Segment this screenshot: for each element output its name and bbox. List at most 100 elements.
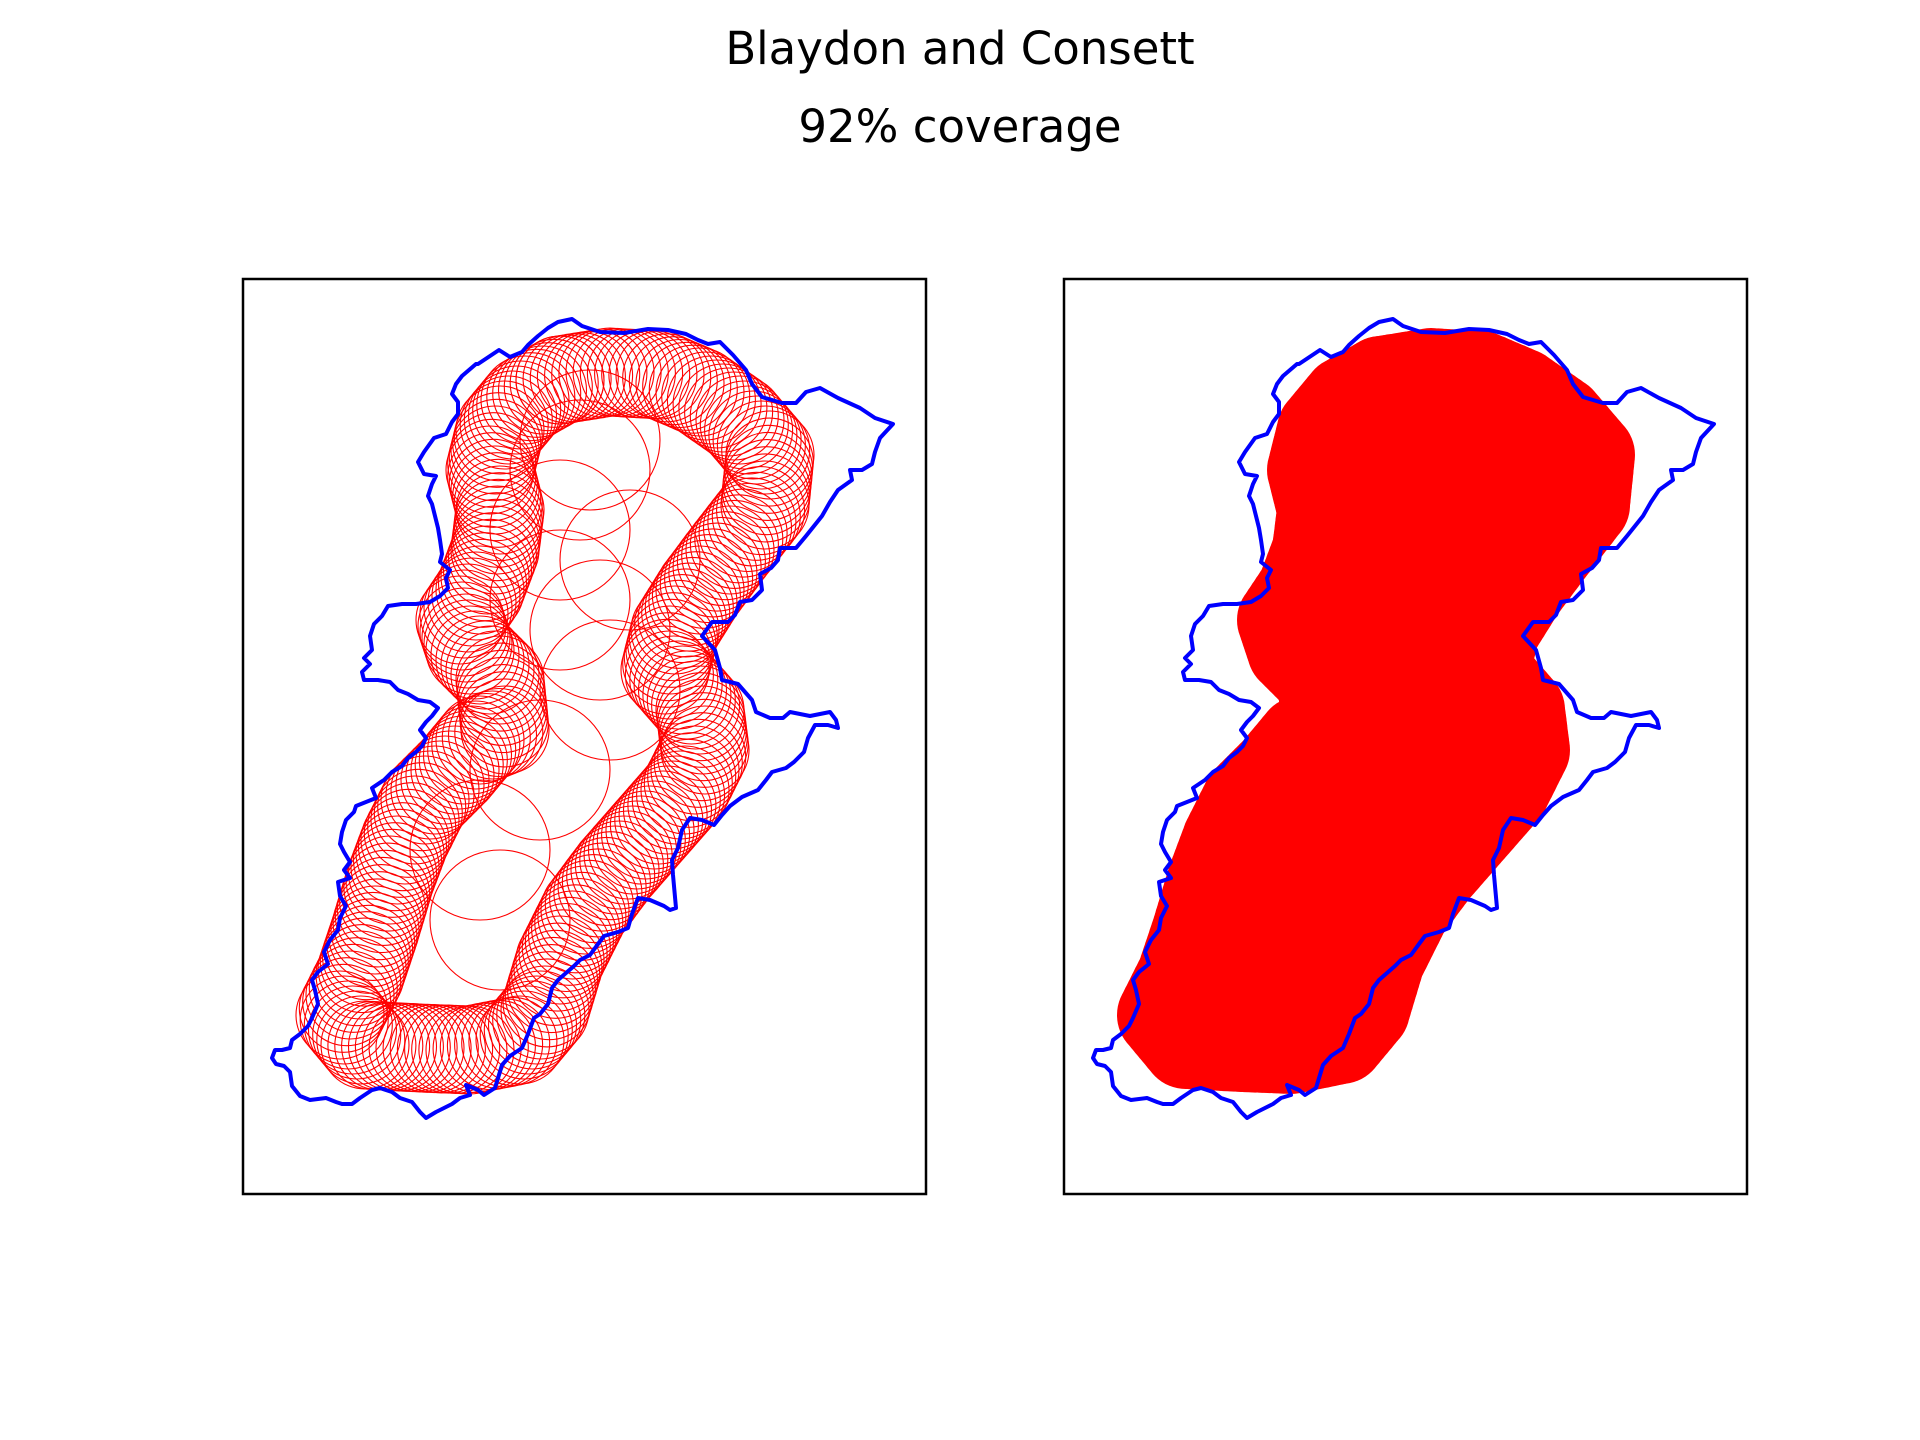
coverage-circle — [452, 398, 542, 488]
coverage-circle — [486, 352, 576, 442]
coverage-circle — [461, 998, 551, 1088]
coverage-circle — [390, 745, 480, 835]
coverage-circle — [328, 891, 418, 981]
coverage-circle — [515, 915, 605, 1005]
coverage-circle — [500, 965, 590, 1055]
coverage-circle — [628, 336, 718, 426]
coverage-circle — [487, 980, 578, 1070]
coverage-circle — [339, 856, 429, 946]
coverage-circle — [650, 725, 740, 815]
coverage-circle — [558, 328, 648, 418]
coverage-circle — [367, 782, 457, 872]
coverage-circle — [447, 690, 538, 780]
coverage-circle — [566, 831, 656, 921]
coverage-circle — [308, 943, 398, 1033]
coverage-circle — [489, 529, 631, 671]
constituency-boundary-right — [1091, 317, 1716, 1120]
coverage-circle — [497, 345, 588, 435]
coverage-circle — [396, 1004, 486, 1094]
coverage-circle — [480, 355, 570, 445]
left-panel-frame — [241, 277, 928, 1196]
coverage-circle — [475, 995, 565, 1085]
coverage-circle — [660, 705, 750, 795]
coverage-circle — [298, 963, 388, 1053]
coverage-circle — [330, 885, 420, 975]
coverage-circle — [676, 516, 766, 606]
coverage-circle — [515, 335, 605, 425]
coverage-circle — [430, 610, 520, 700]
coverage-circle — [698, 488, 788, 578]
coverage-circle — [720, 460, 810, 550]
coverage-circle — [531, 884, 621, 974]
coverage-circle — [657, 712, 747, 802]
coverage-circle — [509, 399, 651, 541]
coverage-circle — [570, 825, 660, 915]
coverage-circle — [641, 568, 731, 658]
coverage-circle — [594, 329, 684, 419]
coverage-circle-filled — [1251, 850, 1391, 990]
coverage-circle — [380, 755, 470, 845]
coverage-circle — [643, 738, 733, 828]
coverage-circle — [320, 1000, 410, 1090]
coverage-circle — [447, 432, 537, 522]
coverage-circle — [437, 538, 528, 628]
coverage-circle — [439, 1002, 529, 1092]
coverage-circle — [489, 459, 631, 601]
coverage-circle — [648, 556, 738, 646]
coverage-circle — [685, 505, 775, 595]
coverage-circle — [427, 705, 517, 795]
coverage-circle — [469, 699, 611, 841]
coverage-circle — [307, 985, 398, 1075]
coverage-circle — [332, 878, 422, 968]
coverage-circle — [400, 735, 490, 825]
coverage-circle — [509, 338, 599, 428]
coverage-circle — [483, 985, 573, 1075]
coverage-circle — [429, 849, 571, 991]
coverage-circles-outline — [295, 327, 815, 1095]
coverage-circle — [442, 525, 533, 615]
coverage-circle — [360, 795, 450, 885]
coverage-circle — [707, 477, 797, 567]
coverage-circle — [716, 466, 806, 556]
coverage-circle — [695, 375, 785, 465]
coverage-circle — [519, 369, 661, 511]
coverage-circle — [299, 975, 389, 1065]
coverage-circle — [409, 779, 551, 921]
coverage-circle — [681, 511, 771, 601]
coverage-circle — [492, 975, 582, 1065]
coverage-subtitle: 92% coverage — [798, 100, 1122, 153]
coverage-circles-filled — [1117, 328, 1635, 1094]
coverage-circle — [672, 522, 762, 612]
coverage-circle — [463, 375, 553, 465]
coverage-circle — [385, 750, 475, 840]
coverage-circle — [711, 471, 801, 561]
coverage-circle — [624, 630, 714, 720]
coverage-circle-filled — [1341, 370, 1481, 510]
coverage-circle — [454, 687, 544, 778]
coverage-circle — [472, 365, 562, 455]
coverage-circle — [513, 922, 603, 1012]
coverage-circle — [423, 599, 513, 689]
coverage-circle — [557, 842, 647, 932]
coverage-circle — [534, 877, 624, 968]
coverage-circle — [422, 710, 513, 800]
coverage-circle — [699, 380, 789, 470]
coverage-circle — [653, 718, 743, 808]
coverage-circle — [574, 820, 664, 910]
coverage-circle — [316, 995, 406, 1085]
coverage-circle — [445, 625, 535, 715]
coverage-circle — [414, 720, 504, 810]
coverage-circle — [405, 730, 495, 820]
coverage-circle — [492, 348, 582, 438]
coverage-circle — [529, 559, 671, 701]
coverage-circle — [702, 482, 793, 573]
coverage-circle — [421, 593, 511, 683]
coverage-circle — [629, 635, 719, 725]
coverage-circle — [540, 865, 630, 955]
coverage-circle-filled — [1351, 560, 1491, 700]
coverage-circle — [350, 822, 440, 912]
coverage-circle — [295, 970, 385, 1060]
coverage-circle — [468, 996, 558, 1086]
coverage-circle — [524, 896, 614, 986]
